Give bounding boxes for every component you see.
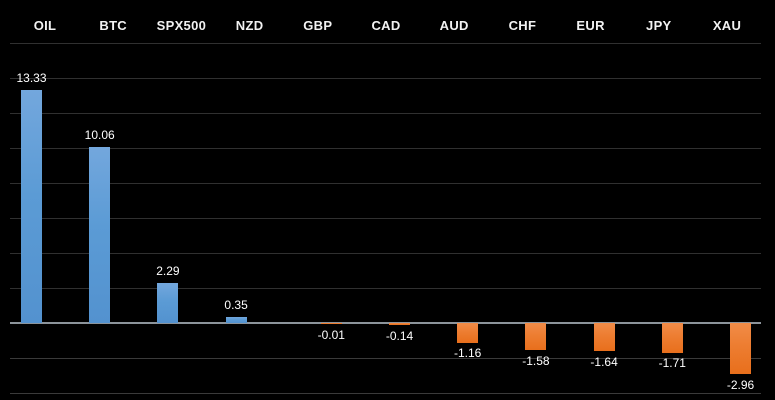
category-label-btc: BTC <box>99 18 127 33</box>
gridline-y-8 <box>10 182 761 184</box>
gridline-y-4 <box>10 252 761 254</box>
value-label-xau: -2.96 <box>726 377 755 392</box>
bar-gbp <box>320 322 342 325</box>
bar-jpy <box>661 322 683 353</box>
bar-aud <box>457 322 479 343</box>
value-label-spx500: 2.29 <box>156 263 180 278</box>
bar-nzd <box>225 316 247 323</box>
gridline-y-2 <box>10 287 761 289</box>
gridline-y-10 <box>10 148 761 149</box>
value-label-eur: -1.64 <box>590 354 618 369</box>
category-label-spx500: SPX500 <box>156 18 207 33</box>
value-label-aud: -1.16 <box>454 346 482 361</box>
category-label-cad: CAD <box>371 18 401 33</box>
gridline-y-12 <box>10 113 761 115</box>
value-label-oil: 13.33 <box>16 70 47 85</box>
category-label-eur: EUR <box>576 18 605 33</box>
zero-axis-line <box>10 322 761 324</box>
category-label-oil: OIL <box>33 18 57 33</box>
gridline-y-16 <box>10 43 761 45</box>
category-label-jpy: JPY <box>646 18 672 33</box>
bar-oil <box>21 89 42 323</box>
category-label-gbp: GBP <box>303 18 333 33</box>
bar-btc <box>89 146 111 323</box>
value-label-cad: -0.14 <box>385 328 414 343</box>
gridline-y-14 <box>10 78 761 80</box>
bar-xau <box>730 322 751 375</box>
value-label-chf: -1.58 <box>522 353 550 368</box>
gridline-y--4 <box>10 392 761 394</box>
bar-cad <box>389 322 410 326</box>
value-label-btc: 10.06 <box>84 127 115 142</box>
bar-spx500 <box>157 282 179 323</box>
value-label-gbp: -0.01 <box>317 327 345 342</box>
gridline-y--2 <box>10 357 761 359</box>
gridline-y-6 <box>10 217 761 219</box>
value-label-jpy: -1.71 <box>658 356 686 371</box>
bar-chf <box>525 322 547 351</box>
category-label-chf: CHF <box>508 18 537 33</box>
value-label-nzd: 0.35 <box>224 297 248 312</box>
bar-eur <box>593 322 615 352</box>
category-label-aud: AUD <box>439 18 469 33</box>
category-label-nzd: NZD <box>235 18 264 33</box>
category-label-xau: XAU <box>712 18 742 33</box>
